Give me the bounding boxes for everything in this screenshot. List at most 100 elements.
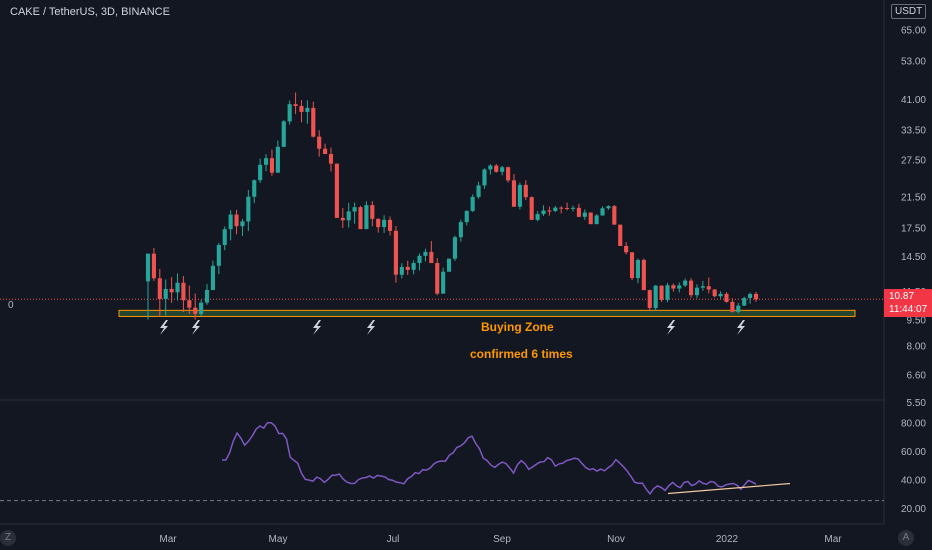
candle xyxy=(635,258,641,284)
candle-body xyxy=(328,154,334,164)
candle-body xyxy=(647,290,652,308)
time-tick-label: 2022 xyxy=(716,534,739,545)
candle xyxy=(317,130,322,157)
candle-body xyxy=(488,165,493,170)
candle-body xyxy=(323,148,328,155)
price-tick-label: 53.00 xyxy=(901,56,926,67)
zoom-reset-button[interactable]: Z xyxy=(0,530,16,546)
candle xyxy=(600,206,605,216)
price-tick-label: 65.00 xyxy=(901,26,926,37)
time-axis[interactable]: Mar May Jul Sep Nov 2022 Mar xyxy=(159,534,842,545)
candle-body xyxy=(399,266,404,275)
candle-body xyxy=(334,163,339,218)
candle xyxy=(506,166,511,183)
buying-zone-rect xyxy=(118,309,856,317)
candle-body xyxy=(641,259,646,291)
candle xyxy=(429,240,434,264)
lightning-icon xyxy=(667,320,675,335)
candle xyxy=(405,260,410,275)
candle xyxy=(494,164,499,173)
candle-body xyxy=(689,280,694,296)
candle xyxy=(683,278,688,288)
lightning-icon xyxy=(737,320,745,335)
candle xyxy=(151,248,156,281)
price-tick-label: 27.50 xyxy=(901,155,926,166)
candle xyxy=(175,273,180,301)
candle xyxy=(311,101,316,138)
candle-body xyxy=(494,165,499,172)
candle xyxy=(529,196,534,221)
candle-body xyxy=(712,289,717,297)
price-tick-label: 9.50 xyxy=(907,316,927,327)
candle xyxy=(399,263,404,279)
symbol-title[interactable]: CAKE / TetherUS, 3D, BINANCE xyxy=(10,6,170,18)
candle-body xyxy=(252,180,257,197)
candle xyxy=(535,211,540,222)
price-tick-label: 8.00 xyxy=(907,341,927,352)
candle-body xyxy=(506,167,511,181)
rsi-tick-label: 20.00 xyxy=(901,504,926,515)
candle xyxy=(482,168,487,189)
auto-scale-button[interactable]: A xyxy=(898,530,914,546)
candle xyxy=(700,280,705,291)
candle-body xyxy=(565,207,570,209)
candle-body xyxy=(464,210,469,223)
candle-body xyxy=(441,271,446,294)
currency-badge[interactable]: USDT xyxy=(891,4,927,19)
candle-body xyxy=(293,104,298,106)
candle xyxy=(382,215,387,233)
candle xyxy=(216,242,221,275)
candle-body xyxy=(618,224,623,246)
candle-body xyxy=(187,300,192,308)
candle-body xyxy=(169,288,174,293)
candle xyxy=(334,163,339,219)
candle-body xyxy=(281,121,286,147)
candle xyxy=(346,202,351,228)
candle-body xyxy=(706,286,711,290)
lightning-markers xyxy=(160,320,745,335)
candle-body xyxy=(588,212,593,225)
candle-body xyxy=(694,287,700,296)
price-axis[interactable]: 65.00 53.00 41.00 33.50 27.50 21.50 17.50 14.50… xyxy=(901,26,926,515)
candle xyxy=(222,226,227,251)
last-price-value: 10.87 xyxy=(889,291,915,302)
candle xyxy=(742,296,747,306)
candle xyxy=(653,285,658,311)
candle xyxy=(441,267,446,294)
candle xyxy=(659,285,664,302)
candle xyxy=(706,277,711,294)
candle xyxy=(452,235,458,261)
candle-body xyxy=(210,265,215,290)
candle-body xyxy=(748,293,753,299)
last-price-badge: 10.87 11:44:07 xyxy=(884,289,932,317)
candle-body xyxy=(724,293,729,302)
candle xyxy=(570,205,576,212)
candle xyxy=(228,210,233,241)
candle-body xyxy=(452,237,458,259)
candle-body xyxy=(635,259,641,279)
candle-body xyxy=(700,286,705,288)
grid xyxy=(0,0,885,525)
candle xyxy=(647,289,652,311)
buying-zone xyxy=(118,309,856,317)
price-tick-label: 6.60 xyxy=(907,371,927,382)
candle xyxy=(411,260,416,275)
candle xyxy=(263,154,269,172)
candle xyxy=(748,292,753,304)
candle-body xyxy=(358,207,363,230)
candle xyxy=(287,100,292,125)
candle-body xyxy=(370,205,375,219)
lightning-icon xyxy=(160,320,168,335)
candle-body xyxy=(275,146,280,173)
candle-body xyxy=(263,158,269,165)
candle-body xyxy=(523,184,528,198)
candle-body xyxy=(411,263,416,270)
price-tick-label: 5.50 xyxy=(907,398,927,409)
time-tick-label: Sep xyxy=(493,534,511,545)
candle-body xyxy=(753,293,759,300)
candle-body xyxy=(736,305,741,312)
rsi-tick-label: 80.00 xyxy=(901,418,926,429)
candle xyxy=(199,299,204,317)
left-scale-label: 0 xyxy=(8,300,14,311)
